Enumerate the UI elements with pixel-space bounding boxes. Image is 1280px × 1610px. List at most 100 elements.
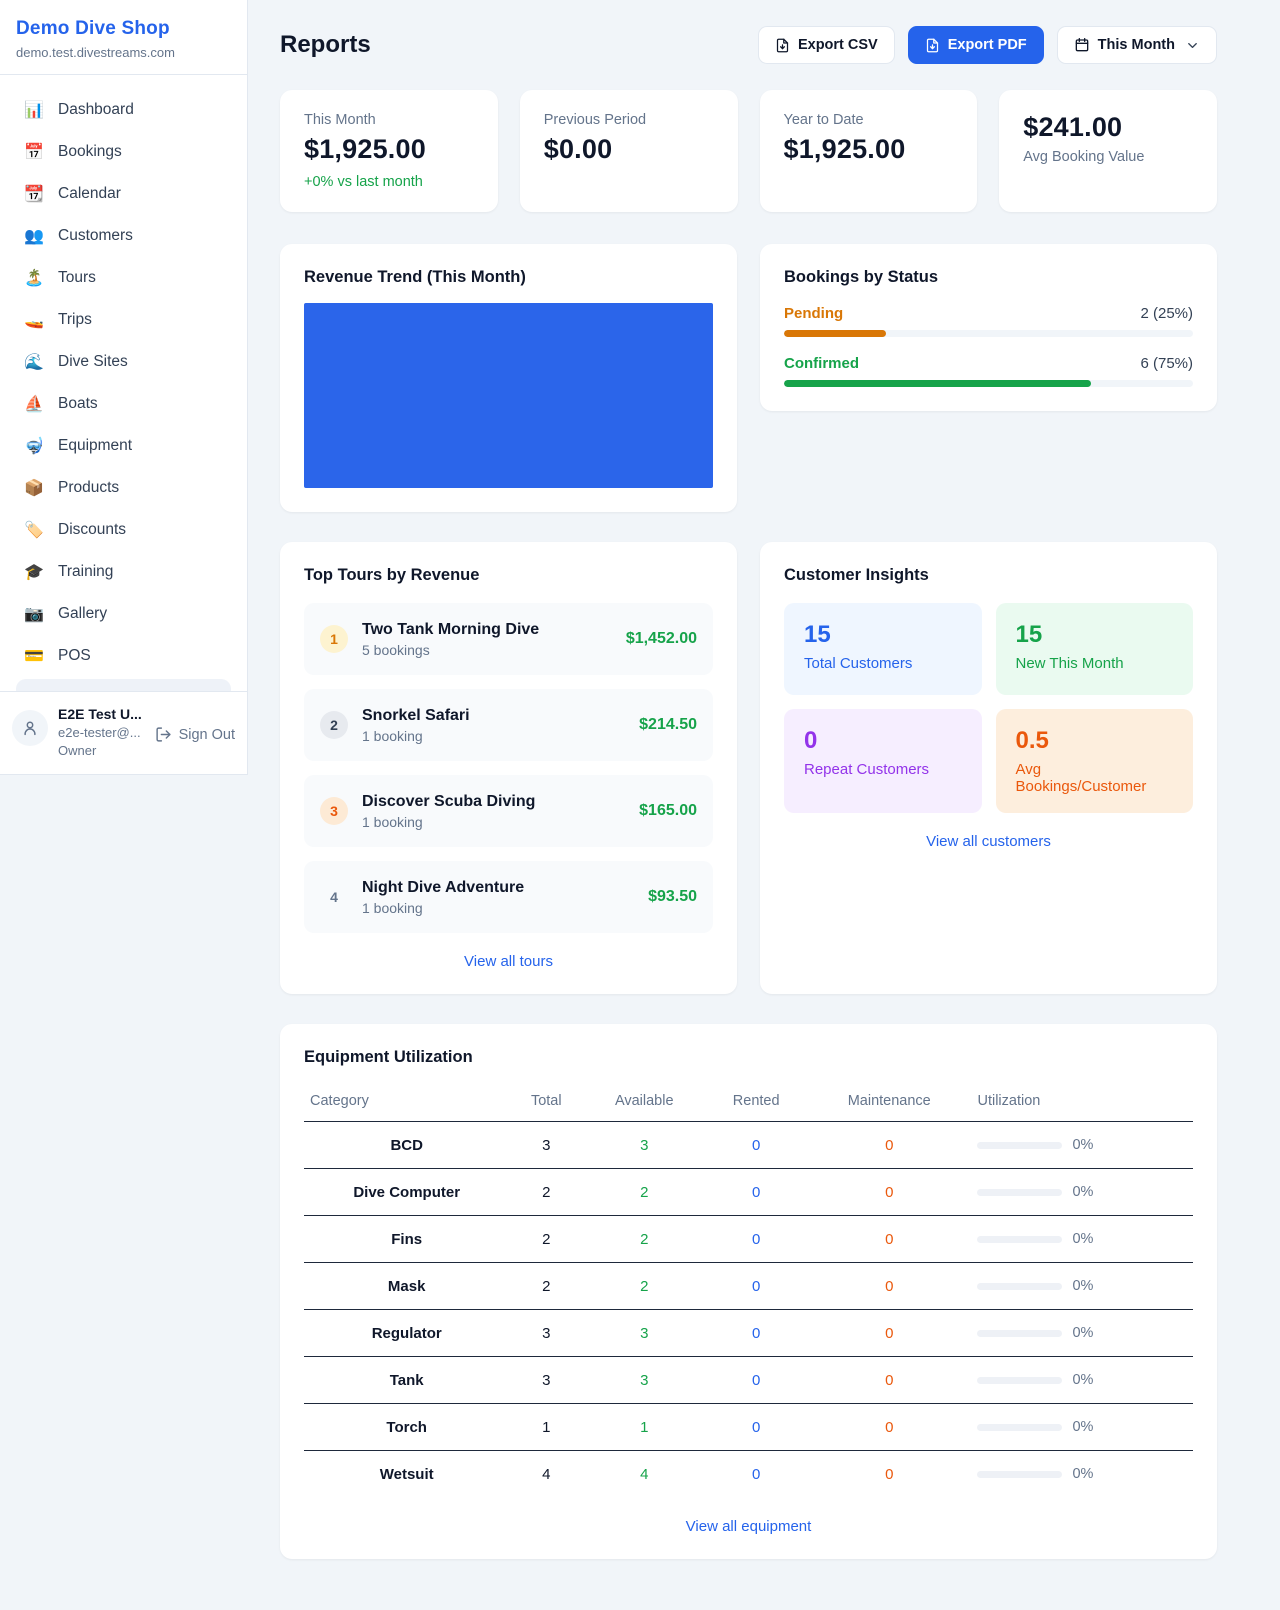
rank-badge: 1 <box>320 625 348 653</box>
stat-card-avg-booking-value: $241.00 Avg Booking Value <box>999 90 1217 212</box>
tour-amount: $165.00 <box>639 802 697 819</box>
utilization-percent: 0% <box>1072 1184 1094 1200</box>
status-label: Pending <box>784 305 844 322</box>
export-csv-button[interactable]: Export CSV <box>757 26 895 64</box>
calendar-icon <box>1074 37 1090 53</box>
tour-bookings: 1 booking <box>362 899 423 916</box>
sidebar-item-label: Bookings <box>58 143 122 160</box>
cell-total: 3 <box>509 1121 584 1169</box>
stat-value: $0.00 <box>543 134 613 164</box>
utilization-percent: 0% <box>1072 1325 1094 1341</box>
sidebar-item-tours[interactable]: 🏝️ Tours <box>8 257 239 299</box>
utilization-bar <box>977 1282 1063 1290</box>
main-content: Reports Export CSV Export PDF <box>248 0 1280 1599</box>
brand: Demo Dive Shop demo.test.divestreams.com <box>0 0 247 75</box>
utilization-bar <box>977 1188 1063 1196</box>
products-icon: 📦 <box>24 480 44 497</box>
sidebar-item-dive-sites[interactable]: 🌊 Dive Sites <box>8 341 239 383</box>
sidebar-item-discounts[interactable]: 🏷️ Discounts <box>8 509 239 551</box>
bookings-by-status-title: Bookings by Status <box>784 268 939 286</box>
customer-insights-title: Customer Insights <box>784 566 929 584</box>
bookings-icon: 📅 <box>24 144 44 161</box>
utilization-cell: 0% <box>977 1325 1187 1341</box>
tile-new-this-month: 15 New This Month <box>995 603 1193 695</box>
utilization-bar <box>977 1470 1063 1478</box>
tours-icon: 🏝️ <box>24 270 44 287</box>
status-label: Confirmed <box>784 355 859 372</box>
stat-label: This Month <box>304 112 376 128</box>
stat-label: Avg Booking Value <box>1023 149 1145 165</box>
column-header-total: Total <box>509 1083 584 1122</box>
cell-rented: 0 <box>705 1215 808 1263</box>
equipment-icon: 🤿 <box>24 438 44 455</box>
tour-amount: $214.50 <box>639 716 697 733</box>
view-all-equipment-link[interactable]: View all equipment <box>685 1517 812 1535</box>
sidebar-item-dashboard[interactable]: 📊 Dashboard <box>8 89 239 131</box>
tour-bookings: 1 booking <box>362 813 423 830</box>
stat-card-previous-period: Previous Period $0.00 <box>519 90 738 212</box>
cell-maintenance: 0 <box>807 1309 972 1357</box>
tile-value: 0 <box>804 727 818 754</box>
sidebar-item-label: Discounts <box>58 521 127 538</box>
tile-avg-bookings-customer: 0.5 Avg Bookings/Customer <box>995 709 1193 813</box>
sidebar-item-training[interactable]: 🎓 Training <box>8 551 239 593</box>
cell-maintenance: 0 <box>885 1465 894 1483</box>
shop-name: Demo Dive Shop <box>16 18 170 39</box>
column-header-category: Category <box>304 1083 510 1122</box>
equipment-table-header: Category Total Available Rented Maintena… <box>304 1083 1193 1122</box>
sidebar-item-label: Training <box>58 563 114 580</box>
utilization-percent: 0% <box>1072 1466 1094 1483</box>
cell-total: 3 <box>509 1309 584 1357</box>
table-row: Regulator 3 3 0 0 0% <box>304 1309 1193 1357</box>
sidebar-item-calendar[interactable]: 📆 Calendar <box>8 173 239 215</box>
cell-available: 3 <box>583 1356 706 1404</box>
column-header-rented: Rented <box>705 1083 808 1122</box>
cell-rented: 0 <box>705 1403 808 1451</box>
sidebar-item-equipment[interactable]: 🤿 Equipment <box>8 425 239 467</box>
cell-category: Tank <box>304 1356 510 1404</box>
status-progress-track <box>784 380 1193 387</box>
top-tours-panel: Top Tours by Revenue 1 Two Tank Morning … <box>280 542 737 994</box>
export-pdf-button[interactable]: Export PDF <box>907 26 1044 64</box>
sidebar-item-products[interactable]: 📦 Products <box>8 467 239 509</box>
cell-category: Mask <box>304 1262 510 1310</box>
tour-row: 1 Two Tank Morning Dive 5 bookings $1,452… <box>304 603 713 675</box>
stat-value: $1,925.00 <box>304 134 426 164</box>
charts-row: Revenue Trend (This Month) Bookings by S… <box>280 244 1217 512</box>
sidebar-item-trips[interactable]: 🚤 Trips <box>8 299 239 341</box>
tile-value: 15 <box>1015 621 1043 648</box>
tour-row: 4 Night Dive Adventure 1 booking $93.50 <box>304 861 713 933</box>
sidebar-nav: 📊 Dashboard 📅 Bookings 📆 Calendar 👥 Customer… <box>0 75 247 691</box>
tour-name: Discover Scuba Diving <box>362 792 536 810</box>
sidebar-item-label: Dive Sites <box>58 353 128 370</box>
table-row: Mask 2 2 0 0 0% <box>304 1262 1193 1310</box>
revenue-trend-bar <box>304 303 713 488</box>
sidebar-item-bookings[interactable]: 📅 Bookings <box>8 131 239 173</box>
cell-category: Torch <box>304 1403 510 1451</box>
cell-available: 2 <box>583 1168 706 1216</box>
rank-badge: 4 <box>330 889 338 905</box>
gallery-icon: 📷 <box>24 606 44 623</box>
rank-badge: 3 <box>320 797 348 825</box>
view-all-tours-link[interactable]: View all tours <box>464 953 553 970</box>
view-all-customers-link[interactable]: View all customers <box>926 833 1051 850</box>
cell-available: 2 <box>583 1262 706 1310</box>
cell-category: Regulator <box>304 1309 510 1357</box>
sidebar-item-boats[interactable]: ⛵ Boats <box>8 383 239 425</box>
sidebar-item-customers[interactable]: 👥 Customers <box>8 215 239 257</box>
utilization-bar <box>977 1235 1063 1243</box>
sign-out-button[interactable]: Sign Out <box>155 726 235 743</box>
pos-icon: 💳 <box>24 648 44 665</box>
revenue-trend-panel: Revenue Trend (This Month) <box>280 244 737 512</box>
table-row: Fins 2 2 0 0 0% <box>304 1215 1193 1263</box>
status-count: 2 (25%) <box>1140 305 1193 322</box>
tour-amount: $1,452.00 <box>625 630 697 647</box>
sidebar-item-gallery[interactable]: 📷 Gallery <box>8 593 239 635</box>
utilization-percent: 0% <box>1072 1231 1094 1247</box>
period-dropdown[interactable]: This Month <box>1056 26 1217 64</box>
cell-maintenance: 0 <box>807 1215 972 1263</box>
cell-total: 2 <box>509 1215 584 1263</box>
sidebar-item-pos[interactable]: 💳 POS <box>8 635 239 677</box>
status-progress-fill <box>784 380 1091 387</box>
utilization-percent: 0% <box>1072 1419 1094 1435</box>
